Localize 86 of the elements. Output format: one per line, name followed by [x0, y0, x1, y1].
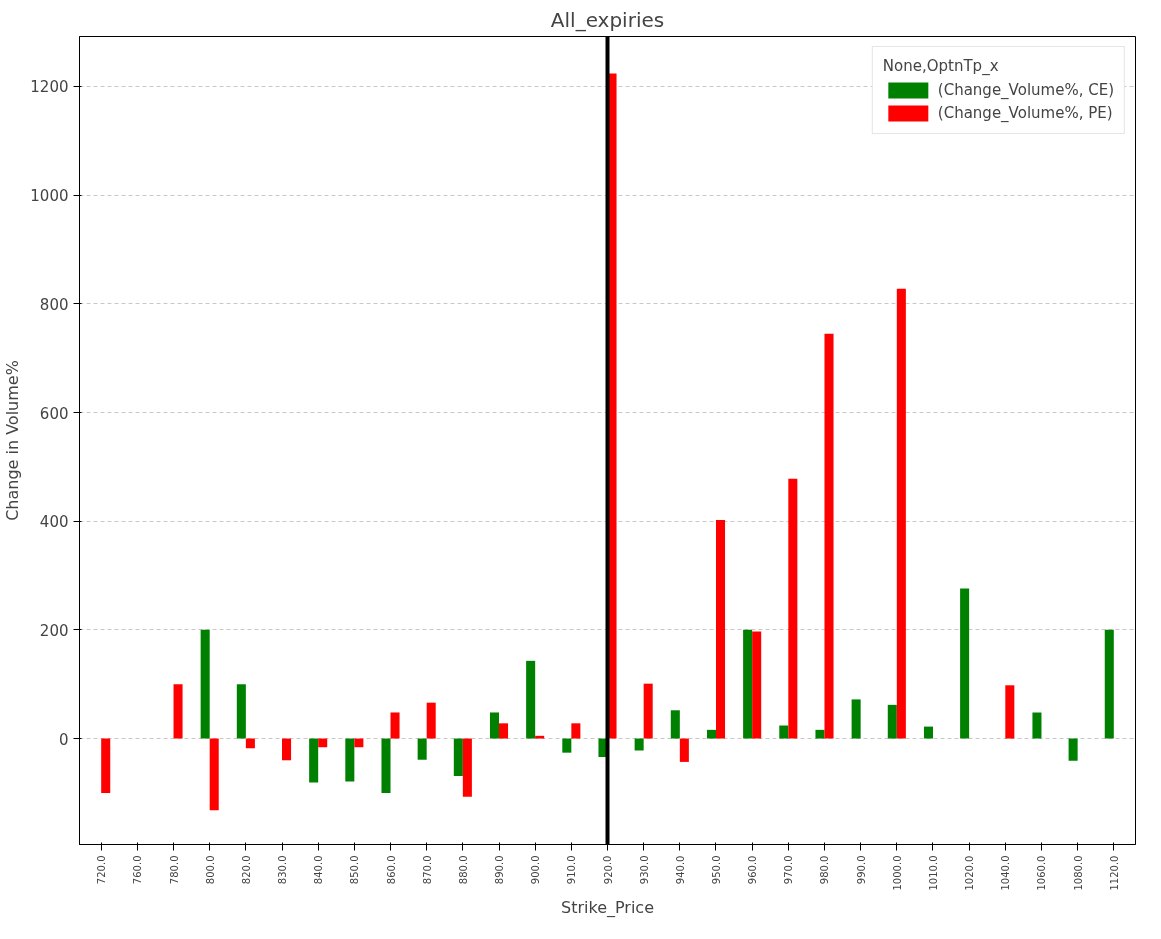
bar [499, 723, 509, 739]
x-tick-label: 980.0 [819, 855, 831, 885]
bar [634, 738, 644, 751]
x-tick-label: 870.0 [421, 855, 433, 885]
x-tick-label: 860.0 [385, 855, 397, 885]
x-tick-label: 850.0 [349, 855, 361, 885]
bar [462, 738, 472, 797]
bar [101, 738, 111, 793]
bar [571, 723, 581, 739]
x-tick-label: 950.0 [710, 855, 722, 885]
bar [788, 478, 798, 739]
x-tick-label: 1060.0 [1036, 855, 1048, 891]
legend-label: (Change_Volume%, PE) [937, 104, 1113, 122]
bar [1104, 629, 1114, 739]
x-tick-label: 910.0 [566, 855, 578, 885]
x-tick-label: 890.0 [494, 855, 506, 885]
x-axis-title: Strike_Price [560, 898, 655, 919]
x-tick-label: 990.0 [855, 855, 867, 885]
bar [345, 738, 355, 782]
bar [887, 704, 897, 739]
bar [453, 738, 463, 777]
x-tick-label: 840.0 [313, 855, 325, 885]
chart-title: All_expiries [550, 7, 665, 32]
bar [381, 738, 391, 793]
bar [1032, 712, 1042, 739]
x-tick-label: 780.0 [168, 855, 180, 885]
x-tick-label: 960.0 [747, 855, 759, 885]
bar [715, 520, 726, 739]
bar [318, 738, 328, 748]
x-tick-label: 800.0 [204, 855, 216, 885]
x-tick-label: 1020.0 [964, 855, 976, 891]
y-tick-label: 1200 [30, 78, 69, 97]
x-tick-label: 900.0 [530, 855, 542, 885]
bar [896, 288, 906, 739]
bar [824, 333, 834, 739]
y-tick-label: 200 [39, 621, 69, 640]
bar [923, 726, 933, 739]
bar [562, 738, 572, 753]
bar [815, 729, 825, 739]
bar [1005, 685, 1015, 739]
x-tick-label: 1000.0 [891, 855, 903, 891]
bar [173, 684, 183, 739]
x-tick-label: 830.0 [277, 855, 289, 885]
y-tick-label: 800 [39, 295, 69, 314]
bar [489, 712, 500, 739]
x-tick-label: 930.0 [638, 855, 650, 885]
bar [752, 631, 762, 739]
x-tick-label: 970.0 [783, 855, 795, 885]
y-axis-title: Change in Volume% [3, 360, 23, 521]
bar [309, 738, 319, 783]
x-tick-label: 1010.0 [927, 855, 939, 891]
bar [779, 725, 789, 739]
x-tick-label: 920.0 [602, 855, 614, 885]
bar [535, 735, 545, 739]
y-tick-label: 400 [39, 513, 69, 532]
x-tick-label: 940.0 [674, 855, 686, 885]
x-tick-label: 1120.0 [1108, 855, 1120, 891]
x-tick-label: 1040.0 [1000, 855, 1012, 891]
bar [282, 738, 292, 761]
y-tick-label: 1000 [30, 187, 69, 206]
bar [960, 588, 970, 739]
bar [643, 683, 653, 739]
y-tick-label: 600 [39, 404, 69, 423]
x-tick-label: 1080.0 [1072, 855, 1084, 891]
bar [1068, 738, 1078, 761]
bar [236, 684, 246, 739]
bar [526, 660, 536, 739]
x-tick-label: 820.0 [240, 855, 252, 885]
bar [390, 712, 400, 739]
bar [743, 629, 753, 739]
x-tick-label: 760.0 [132, 855, 144, 885]
bar [417, 738, 427, 760]
bar [426, 702, 436, 739]
bar [670, 710, 680, 739]
y-tick-label: 0 [58, 730, 69, 749]
legend-title: None,OptnTp_x [882, 57, 1000, 75]
bar [679, 738, 689, 762]
bar [354, 738, 364, 748]
bar [851, 699, 861, 739]
bar [209, 738, 219, 811]
bar [706, 729, 716, 739]
x-tick-label: 880.0 [457, 855, 469, 885]
x-tick-label: 720.0 [96, 855, 108, 885]
bar [245, 738, 255, 749]
bar [200, 629, 210, 739]
legend-label: (Change_Volume%, CE) [937, 81, 1114, 99]
